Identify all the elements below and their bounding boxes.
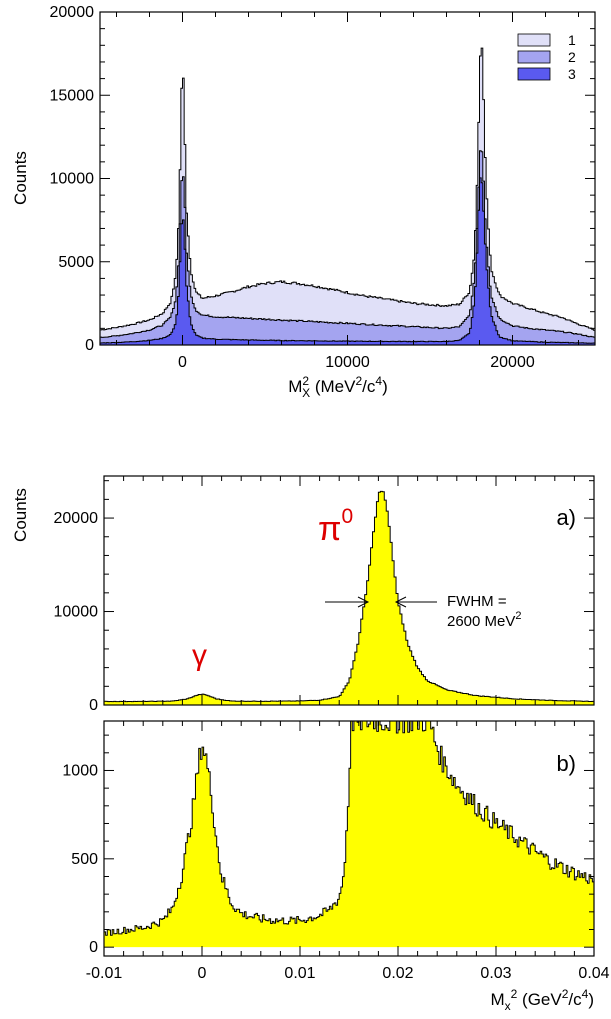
panel-b-outline [104,720,594,936]
y-tick-label: 10000 [50,171,95,188]
y-tick-label: 500 [71,851,98,868]
panel-a-axis-ticks: 0 10000 20000 [54,476,595,714]
x-tick-label: -0.01 [86,965,123,982]
top-axis-ticks: 0 5000 10000 15000 20000 0 10000 20000 [50,4,595,371]
fwhm-arrow-right-head [394,596,407,608]
legend-swatch-3 [517,67,551,81]
top-y-axis-title: Counts [11,151,30,205]
top-xlabel-sub: X [302,386,310,400]
y-tick-label: 20000 [50,4,95,21]
panel-b-label: b) [556,751,576,776]
panel-a-outline [104,490,594,703]
panel-b-area [104,721,594,948]
panel-b-plot-frame [103,720,595,957]
top-xlabel-unit-post: ) [382,377,388,396]
series-1-area [100,48,595,346]
fwhm-arrows [325,596,437,608]
top-xlabel-unit-pre: (MeV [310,377,356,396]
panel-b-axis-ticks: 0 500 1000 -0.01 0 0.01 0.02 0.03 0.04 [62,721,610,982]
panel-b-series-group [104,720,594,948]
series-2-outline [100,150,595,338]
y-tick-label: 5000 [58,254,94,271]
x-tick-label: 0 [198,965,207,982]
bottom-xlabel-main: M [490,990,504,1009]
top-chart: 0 5000 10000 15000 20000 0 10000 20000 1 2 3 Co… [11,4,596,400]
fwhm-label-line1: FWHM = [447,593,507,610]
top-xlabel-sup: 2 [302,374,309,388]
x-tick-label: 10000 [325,354,370,371]
y-tick-label: 0 [89,939,98,956]
panel-a-label: a) [556,505,576,530]
pi0-superscript: 0 [341,505,353,528]
bottom-xlabel-sub: x [505,999,511,1013]
fwhm-arrow-left-head [357,596,370,608]
top-xlabel-unit-sup2: 4 [375,374,382,388]
top-legend: 1 2 3 [517,32,576,82]
bottom-xlabel-unit-sup1: 2 [562,987,569,1001]
bottom-xlabel-unit-mid: /c [568,990,582,1009]
legend-label-3: 3 [568,66,576,82]
bottom-xlabel-unit-post: ) [588,990,594,1009]
y-tick-label: 10000 [54,604,99,621]
y-tick-label: 20000 [54,510,99,527]
fwhm-unit-sup: 2 [515,610,521,622]
top-x-axis-title: M2 X (MeV2/c4) [288,374,388,400]
fwhm-value: 2600 MeV [447,613,515,630]
y-tick-label: 1000 [62,762,98,779]
top-series-group [100,47,595,346]
pi0-symbol: π [318,510,341,548]
top-xlabel-unit-mid: /c [362,377,376,396]
bottom-xlabel-sup: 2 [511,987,518,1001]
series-1-outline [100,47,595,331]
bottom-xlabel-unit-pre: (GeV [517,990,562,1009]
top-xlabel-unit-sup1: 2 [355,374,362,388]
panel-a-series-group [104,490,594,705]
x-tick-label: 0.01 [284,965,315,982]
panel-a-y-axis-title: Counts [11,488,30,542]
x-tick-label: 0.04 [578,965,609,982]
gamma-annotation: γ [192,639,207,672]
pi0-annotation: π0 [318,505,353,548]
legend-label-2: 2 [568,49,576,65]
x-tick-label: 0.02 [382,965,413,982]
legend-swatch-2 [517,50,551,64]
y-tick-label: 0 [85,337,94,354]
y-tick-label: 0 [89,697,98,714]
y-tick-label: 15000 [50,87,95,104]
x-tick-label: 0 [178,354,187,371]
bottom-xlabel-unit-sup2: 4 [582,987,589,1001]
fwhm-label-line2: 2600 MeV2 [447,610,522,630]
legend-swatch-1 [517,33,551,47]
x-tick-label: 0.03 [480,965,511,982]
legend-label-1: 1 [568,32,576,48]
panel-a-plot-frame [103,475,595,706]
x-tick-label: 20000 [490,354,535,371]
top-xlabel-main: M [288,377,302,396]
bottom-x-axis-title: Mx2 (GeV2/c4) [490,987,594,1013]
